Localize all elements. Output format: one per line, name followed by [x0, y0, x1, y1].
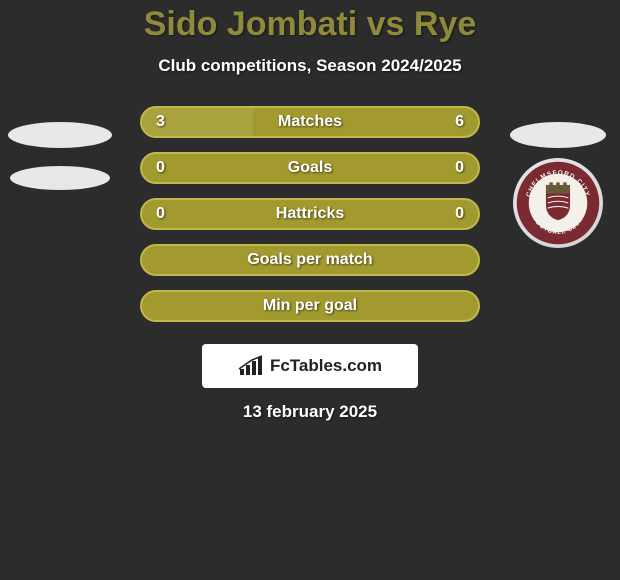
stat-label: Goals — [288, 159, 332, 177]
stat-right-value: 6 — [455, 113, 464, 131]
stat-left-segment — [142, 292, 156, 320]
stat-left-segment: 3 — [142, 108, 253, 136]
subtitle: Club competitions, Season 2024/2025 — [0, 56, 620, 76]
stat-left-segment: 0 — [142, 200, 156, 228]
stat-left-segment: 0 — [142, 154, 156, 182]
page-title: Sido Jombati vs Rye — [0, 5, 620, 44]
stat-bar: 0 0 Hattricks — [140, 198, 480, 230]
vs-label: vs — [367, 5, 405, 43]
stat-bar: Min per goal — [140, 290, 480, 322]
player2-name: Rye — [414, 5, 476, 43]
stat-bar: Goals per match — [140, 244, 480, 276]
stat-right-value: 0 — [455, 205, 464, 223]
player1-name: Sido Jombati — [144, 5, 357, 43]
stat-label: Hattricks — [276, 205, 344, 223]
stat-label: Min per goal — [263, 297, 357, 315]
stat-row: Goals per match — [0, 244, 620, 276]
stat-label: Goals per match — [247, 251, 372, 269]
bar-chart-icon — [238, 355, 264, 377]
date-label: 13 february 2025 — [0, 402, 620, 422]
stat-row: 0 0 Goals — [0, 152, 620, 184]
stat-label: Matches — [278, 113, 342, 131]
stat-bar: 0 0 Goals — [140, 152, 480, 184]
stat-right-value: 0 — [455, 159, 464, 177]
stat-left-value: 3 — [156, 113, 165, 131]
stat-left-segment — [142, 246, 156, 274]
brand-badge[interactable]: FcTables.com — [202, 344, 418, 388]
stat-row: 3 6 Matches — [0, 106, 620, 138]
stat-row: Min per goal — [0, 290, 620, 322]
stat-bar: 3 6 Matches — [140, 106, 480, 138]
comparison-card: Sido Jombati vs Rye Club competitions, S… — [0, 0, 620, 422]
brand-text: FcTables.com — [270, 356, 382, 376]
stat-row: 0 0 Hattricks — [0, 198, 620, 230]
